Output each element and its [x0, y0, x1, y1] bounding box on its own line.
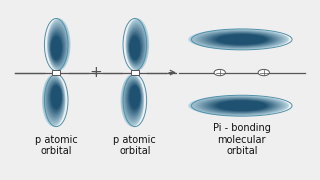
- Ellipse shape: [48, 22, 68, 68]
- Ellipse shape: [121, 75, 144, 125]
- Ellipse shape: [195, 30, 284, 49]
- Ellipse shape: [45, 78, 64, 120]
- Ellipse shape: [188, 95, 289, 116]
- Ellipse shape: [121, 74, 144, 127]
- Ellipse shape: [188, 29, 289, 50]
- Ellipse shape: [195, 96, 284, 115]
- Ellipse shape: [49, 27, 66, 66]
- Ellipse shape: [201, 98, 279, 114]
- Ellipse shape: [47, 20, 70, 70]
- Ellipse shape: [47, 81, 63, 116]
- Ellipse shape: [126, 20, 148, 70]
- Ellipse shape: [124, 78, 143, 120]
- Ellipse shape: [217, 34, 267, 45]
- Ellipse shape: [50, 33, 63, 61]
- Ellipse shape: [125, 79, 142, 118]
- Ellipse shape: [42, 74, 66, 127]
- Ellipse shape: [129, 33, 141, 61]
- Ellipse shape: [130, 85, 140, 109]
- Circle shape: [214, 69, 225, 76]
- Ellipse shape: [45, 78, 64, 121]
- Ellipse shape: [49, 28, 66, 65]
- Text: Pi - bonding
molecular
orbital: Pi - bonding molecular orbital: [213, 123, 271, 156]
- Ellipse shape: [129, 35, 141, 61]
- Ellipse shape: [126, 81, 142, 116]
- Ellipse shape: [51, 36, 61, 60]
- Ellipse shape: [128, 31, 143, 63]
- Ellipse shape: [51, 35, 62, 61]
- Ellipse shape: [48, 24, 68, 68]
- Ellipse shape: [190, 96, 287, 116]
- Ellipse shape: [130, 36, 140, 60]
- Ellipse shape: [129, 84, 140, 110]
- Ellipse shape: [43, 76, 65, 124]
- Ellipse shape: [50, 84, 62, 112]
- Ellipse shape: [127, 83, 141, 113]
- Bar: [131, 70, 139, 75]
- Ellipse shape: [214, 100, 268, 111]
- Ellipse shape: [50, 31, 64, 63]
- Ellipse shape: [206, 32, 276, 47]
- Ellipse shape: [127, 82, 141, 114]
- Ellipse shape: [48, 82, 63, 114]
- Ellipse shape: [125, 80, 142, 117]
- Ellipse shape: [49, 83, 62, 113]
- Circle shape: [258, 69, 269, 76]
- Ellipse shape: [128, 29, 144, 64]
- Ellipse shape: [49, 29, 65, 64]
- Ellipse shape: [212, 33, 270, 45]
- Ellipse shape: [201, 31, 279, 48]
- Ellipse shape: [197, 97, 282, 114]
- Ellipse shape: [212, 100, 270, 112]
- Ellipse shape: [126, 22, 147, 68]
- Ellipse shape: [193, 96, 285, 115]
- Ellipse shape: [197, 31, 282, 48]
- Ellipse shape: [127, 24, 146, 68]
- Ellipse shape: [122, 76, 143, 124]
- Ellipse shape: [210, 99, 272, 112]
- Ellipse shape: [47, 19, 70, 71]
- Ellipse shape: [208, 99, 274, 112]
- Ellipse shape: [127, 27, 145, 66]
- Ellipse shape: [129, 32, 142, 62]
- Ellipse shape: [50, 32, 64, 62]
- Ellipse shape: [47, 80, 63, 117]
- Ellipse shape: [123, 77, 143, 123]
- Ellipse shape: [48, 21, 69, 69]
- Ellipse shape: [217, 100, 267, 111]
- Ellipse shape: [204, 98, 277, 113]
- Ellipse shape: [193, 30, 285, 49]
- Ellipse shape: [190, 29, 287, 50]
- Ellipse shape: [44, 77, 65, 123]
- Ellipse shape: [210, 33, 272, 46]
- Ellipse shape: [43, 75, 65, 125]
- Ellipse shape: [49, 25, 67, 67]
- Text: p atomic
orbital: p atomic orbital: [114, 135, 156, 156]
- Ellipse shape: [128, 84, 141, 112]
- Bar: [52, 70, 60, 75]
- Ellipse shape: [206, 98, 276, 113]
- Ellipse shape: [127, 25, 146, 67]
- Ellipse shape: [208, 33, 274, 46]
- Ellipse shape: [50, 84, 62, 110]
- Ellipse shape: [199, 97, 280, 114]
- Ellipse shape: [123, 78, 143, 121]
- Ellipse shape: [51, 85, 61, 109]
- Ellipse shape: [126, 21, 148, 69]
- Ellipse shape: [128, 28, 144, 65]
- Text: +: +: [89, 65, 102, 80]
- Ellipse shape: [46, 79, 64, 118]
- Text: p atomic
orbital: p atomic orbital: [35, 135, 78, 156]
- Ellipse shape: [214, 34, 268, 45]
- Ellipse shape: [125, 19, 149, 71]
- Ellipse shape: [199, 31, 280, 48]
- Ellipse shape: [204, 32, 277, 47]
